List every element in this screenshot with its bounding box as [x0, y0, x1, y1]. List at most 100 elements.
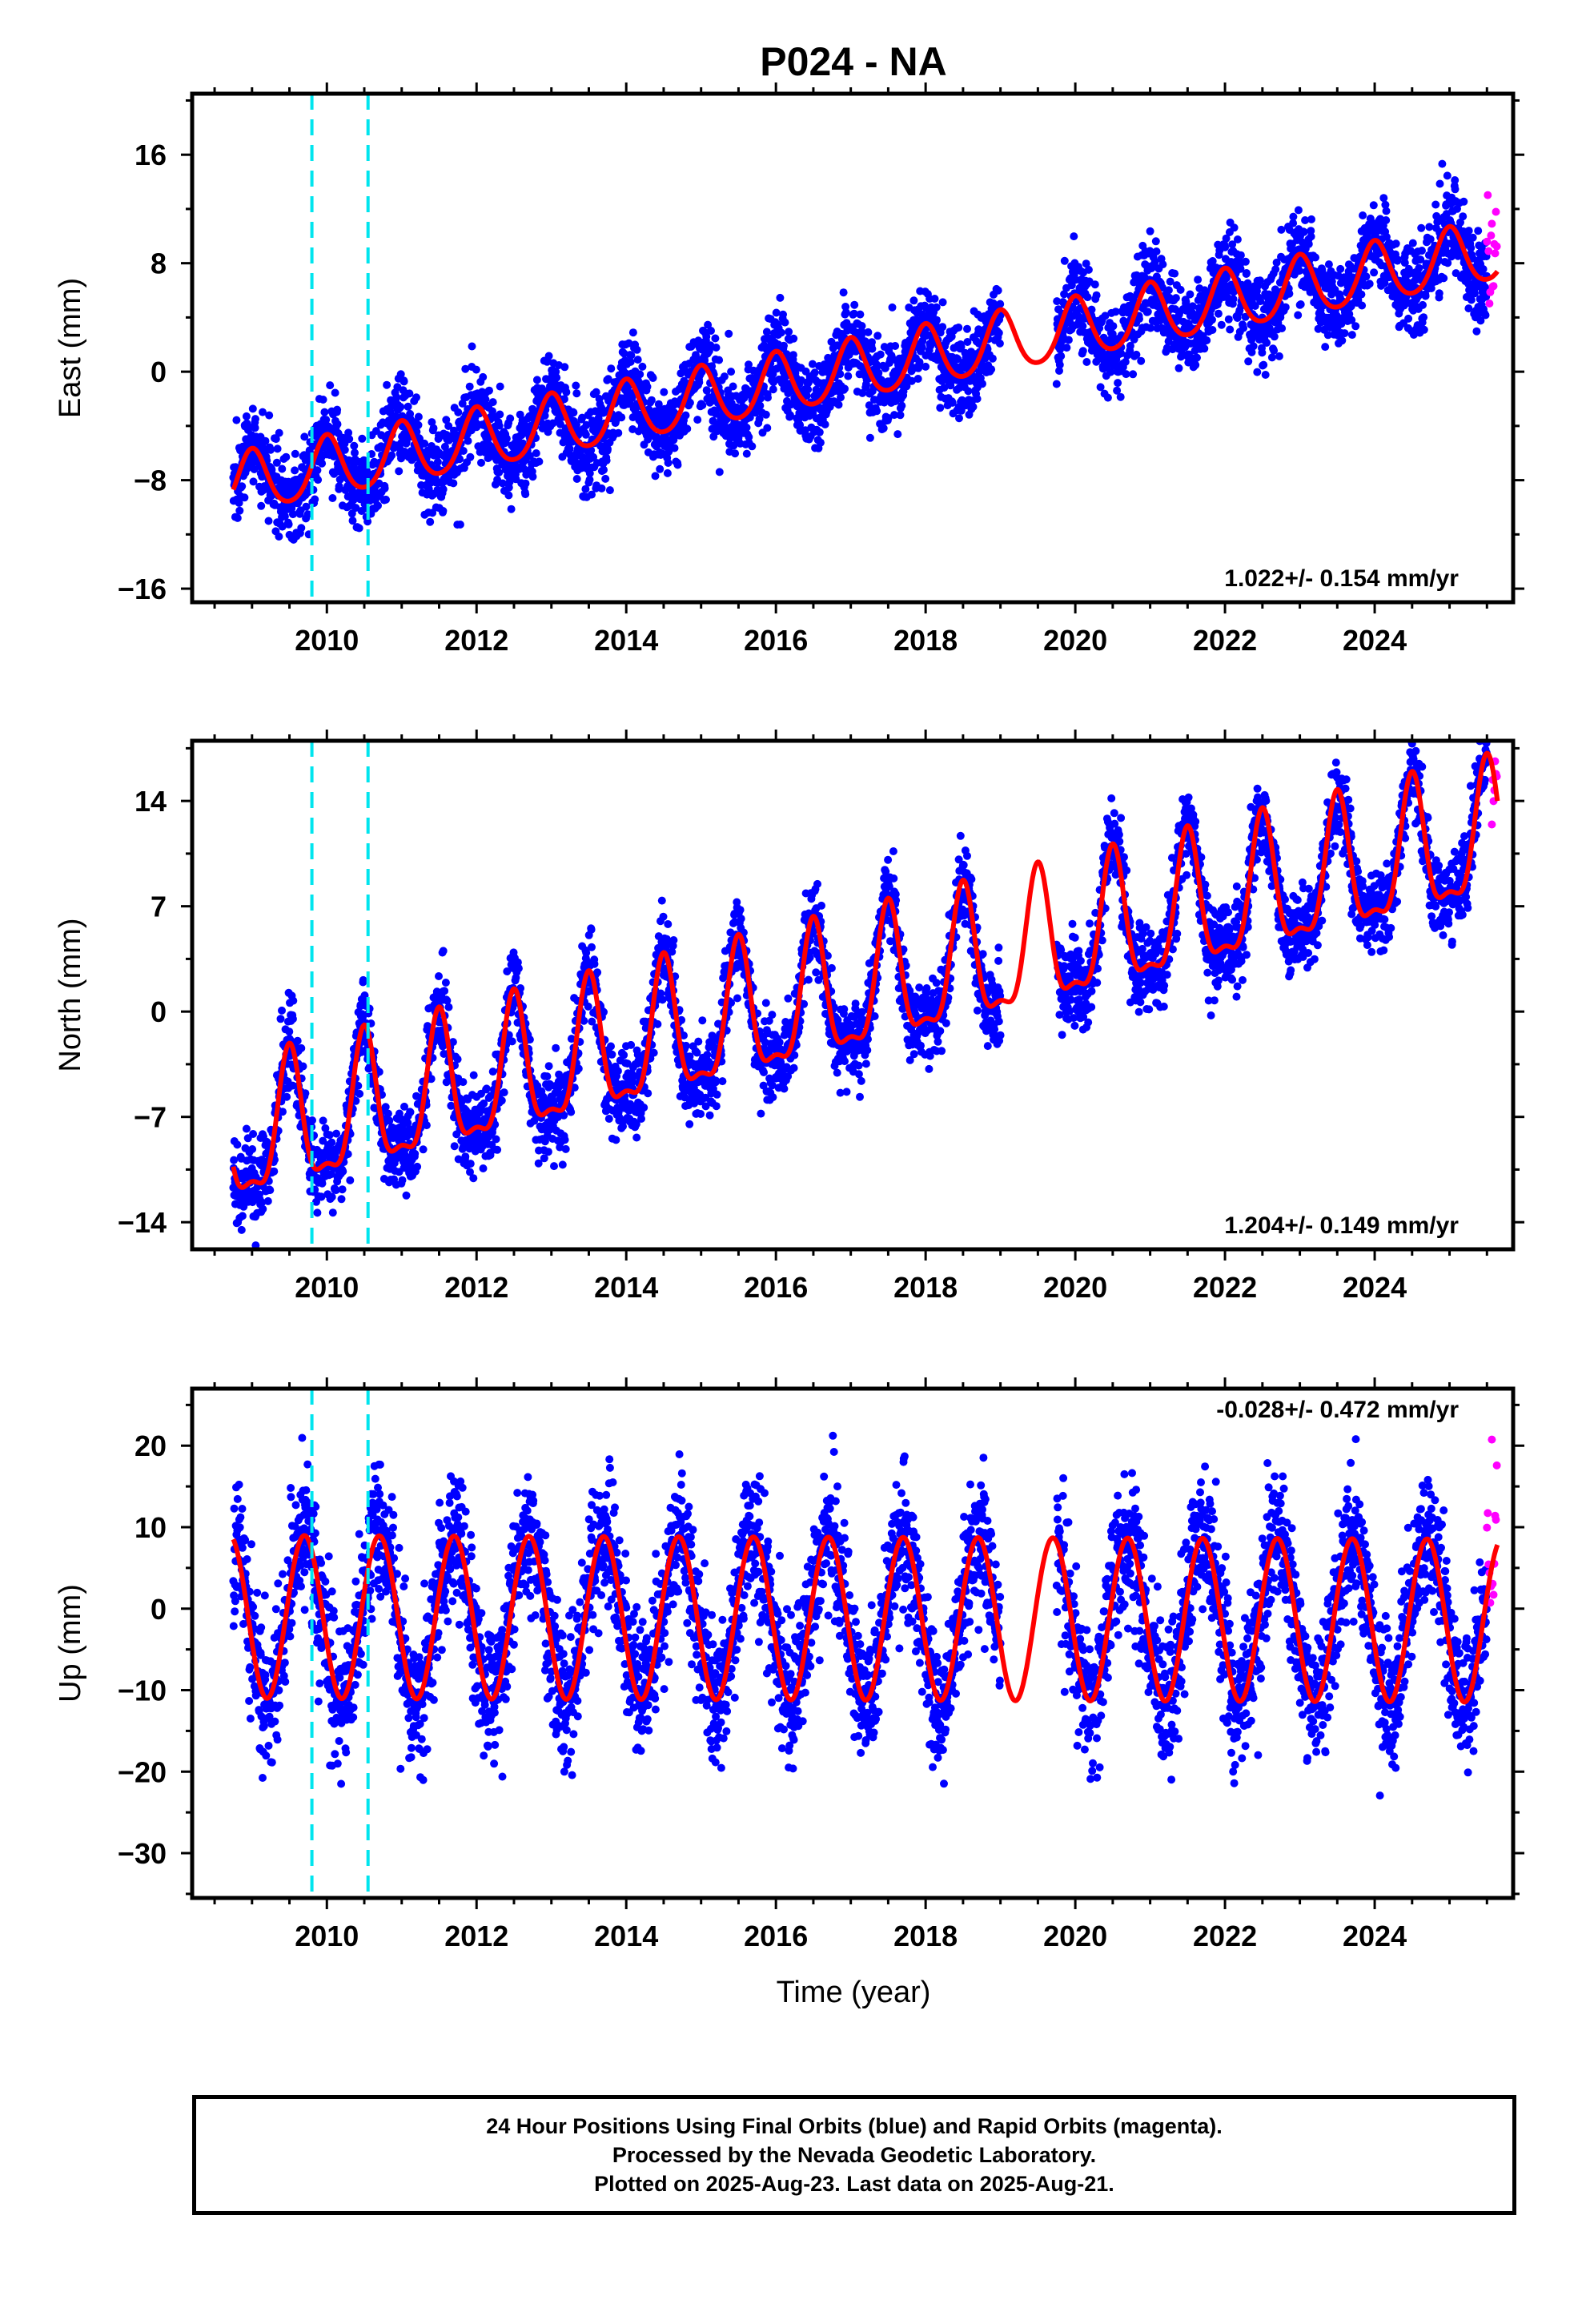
final-orbit-point — [839, 288, 848, 297]
final-orbit-point — [1472, 327, 1481, 336]
rapid-orbit-point — [1485, 300, 1494, 308]
final-orbit-point — [267, 445, 275, 454]
final-orbit-point — [604, 375, 612, 384]
final-orbit-point — [1468, 233, 1477, 242]
final-orbit-point — [685, 398, 694, 407]
final-orbit-point — [948, 398, 957, 407]
final-orbit-point — [562, 388, 571, 396]
final-orbit-point — [1200, 344, 1209, 353]
final-orbit-point — [755, 415, 764, 424]
final-orbit-point — [1421, 292, 1430, 300]
final-orbit-point — [1060, 256, 1069, 265]
final-orbit-point — [995, 339, 1004, 348]
final-orbit-point — [776, 293, 785, 302]
final-orbit-point — [572, 389, 581, 398]
final-orbit-point — [528, 404, 537, 413]
final-orbit-point — [1365, 279, 1374, 288]
final-orbit-point — [715, 468, 724, 476]
final-orbit-point — [673, 460, 682, 469]
final-orbit-point — [1271, 265, 1280, 274]
final-orbit-point — [284, 520, 293, 529]
final-orbit-point — [1451, 185, 1460, 194]
final-orbit-point — [1321, 343, 1330, 352]
final-orbit-point — [297, 524, 306, 533]
final-orbit-point — [238, 1212, 247, 1220]
final-orbit-point — [328, 494, 337, 502]
final-orbit-point — [921, 332, 930, 340]
final-orbit-point — [1418, 247, 1426, 255]
final-orbit-point — [1382, 207, 1391, 215]
final-orbit-point — [1277, 225, 1286, 234]
final-orbit-point — [1057, 352, 1066, 360]
final-orbit-point — [569, 408, 578, 417]
final-orbit-point — [1116, 392, 1125, 401]
final-orbit-point — [288, 510, 297, 519]
final-orbit-point — [936, 404, 945, 412]
final-orbit-point — [468, 342, 476, 351]
final-orbit-point — [302, 502, 311, 511]
final-orbit-point — [731, 449, 740, 458]
final-orbit-point — [1194, 275, 1203, 284]
final-orbit-point — [627, 351, 636, 360]
final-orbit-point — [1357, 290, 1366, 299]
final-orbit-point — [572, 381, 580, 390]
final-orbit-point — [902, 382, 911, 391]
final-orbit-point — [763, 424, 772, 432]
final-orbit-point — [313, 1208, 322, 1217]
final-orbit-point — [1425, 223, 1434, 231]
final-orbit-point — [614, 428, 623, 437]
final-orbit-point — [351, 448, 359, 457]
final-orbit-point — [456, 455, 464, 464]
panel-north: 2010 2012 2014 2016 2018 2020 2022 2024−14−7071… — [54, 730, 1524, 1304]
final-orbit-point — [464, 436, 472, 445]
final-orbit-point — [617, 413, 626, 422]
final-orbit-point — [1082, 358, 1091, 366]
final-orbit-point — [872, 360, 881, 369]
final-orbit-point — [797, 376, 805, 384]
final-orbit-point — [297, 1043, 306, 1052]
final-orbit-point — [946, 381, 955, 390]
final-orbit-point — [1435, 289, 1443, 298]
final-orbit-point — [1419, 325, 1428, 334]
final-orbit-point — [456, 521, 464, 529]
final-orbit-point — [762, 328, 771, 336]
final-orbit-point — [1186, 290, 1195, 299]
final-orbit-point — [560, 395, 568, 404]
final-orbit-point — [1078, 347, 1087, 356]
final-orbit-point — [1289, 212, 1298, 221]
final-orbit-point — [896, 411, 905, 420]
final-orbit-point — [742, 449, 751, 458]
final-orbit-point — [327, 1138, 336, 1147]
final-orbit-point — [930, 295, 939, 303]
final-orbit-point — [1158, 260, 1167, 269]
final-orbit-point — [804, 385, 813, 394]
final-orbit-point — [1064, 336, 1073, 344]
final-orbit-point — [359, 975, 367, 984]
final-orbit-point — [395, 467, 404, 476]
final-orbit-point — [955, 414, 963, 423]
final-orbit-point — [319, 396, 327, 404]
final-orbit-point — [1358, 301, 1367, 310]
final-orbit-point — [521, 490, 530, 499]
final-orbit-point — [472, 365, 480, 374]
final-orbit-point — [954, 355, 962, 364]
final-orbit-point — [802, 392, 811, 400]
final-orbit-point — [1299, 227, 1308, 236]
final-orbit-point — [978, 380, 986, 388]
final-orbit-point — [647, 396, 656, 404]
final-orbit-point — [868, 344, 877, 353]
final-orbit-point — [442, 416, 451, 424]
final-orbit-point — [868, 338, 876, 347]
final-orbit-point — [428, 418, 436, 427]
final-orbit-point — [392, 393, 401, 401]
final-orbit-point — [628, 328, 637, 337]
final-orbit-point — [815, 428, 824, 436]
final-orbit-point — [841, 384, 849, 393]
final-orbit-point — [496, 382, 504, 391]
final-orbit-point — [331, 388, 339, 397]
final-orbit-point — [327, 1192, 336, 1201]
final-orbit-point — [257, 501, 266, 510]
final-orbit-point — [670, 444, 679, 452]
final-orbit-point — [756, 401, 765, 410]
final-orbit-point — [1481, 311, 1490, 320]
